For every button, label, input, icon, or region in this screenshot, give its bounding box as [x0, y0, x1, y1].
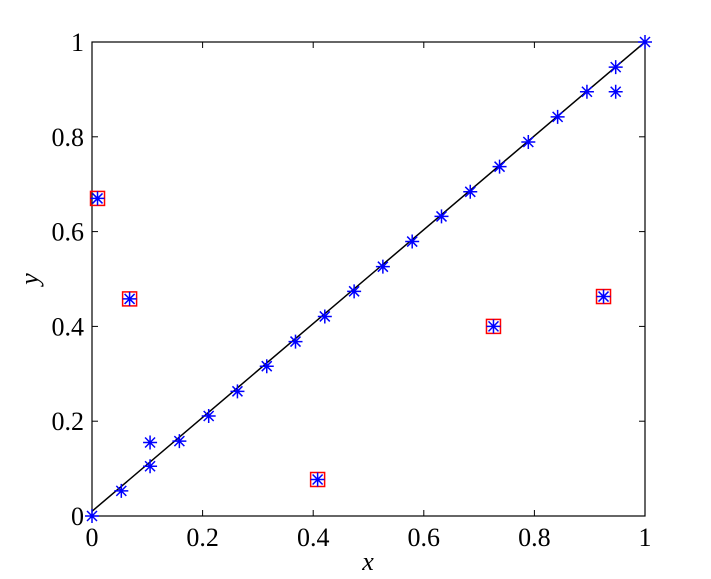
asterisk-marker [347, 284, 362, 299]
x-tick-label: 1 [639, 523, 652, 552]
x-tick-label: 0.6 [408, 523, 441, 552]
asterisk-marker [463, 184, 478, 199]
asterisk-marker [90, 191, 105, 206]
asterisk-marker [85, 509, 99, 523]
asterisk-marker [201, 408, 216, 423]
asterisk-marker [143, 435, 158, 450]
y-axis-label: y [15, 273, 44, 288]
asterisk-marker [172, 434, 187, 449]
fit-line-group [91, 41, 646, 512]
asterisk-marker [122, 291, 137, 306]
asterisk-marker [230, 384, 245, 399]
asterisk-marker [608, 84, 623, 99]
asterisk-marker [579, 84, 594, 99]
asterisk-marker [288, 334, 303, 349]
x-axis-label: x [361, 547, 374, 576]
asterisk-marker [259, 359, 274, 374]
asterisk-marker [317, 309, 332, 324]
asterisk-marker [486, 319, 501, 334]
asterisk-marker [596, 289, 611, 304]
asterisk-marker [143, 459, 158, 474]
y-tick-label: 0.2 [52, 407, 85, 436]
asterisk-marker [608, 60, 623, 75]
y-tick-label: 1 [71, 28, 84, 57]
asterisk-marker [375, 259, 390, 274]
asterisk-marker [114, 483, 129, 498]
y-tick-label: 0.4 [52, 312, 85, 341]
asterisk-marker [638, 35, 652, 49]
y-tick-label: 0.6 [52, 218, 85, 247]
x-tick-label: 0.8 [518, 523, 551, 552]
tick-labels: 0 0.2 0.4 0.6 0.8 1 0 0.2 0.4 0.6 0.8 1 [52, 28, 652, 552]
fit-line [91, 41, 646, 512]
y-tick-label: 0 [71, 502, 84, 531]
asterisk-marker [310, 472, 325, 487]
asterisk-marker [550, 109, 565, 124]
asterisk-marker [492, 159, 507, 174]
markers-group [85, 35, 652, 523]
asterisk-marker [434, 209, 449, 224]
x-tick-label: 0 [86, 523, 99, 552]
asterisk-marker [405, 234, 420, 249]
x-tick-label: 0.2 [186, 523, 219, 552]
x-tick-label: 0.4 [297, 523, 330, 552]
asterisk-marker [521, 135, 536, 150]
y-tick-label: 0.8 [52, 123, 85, 152]
